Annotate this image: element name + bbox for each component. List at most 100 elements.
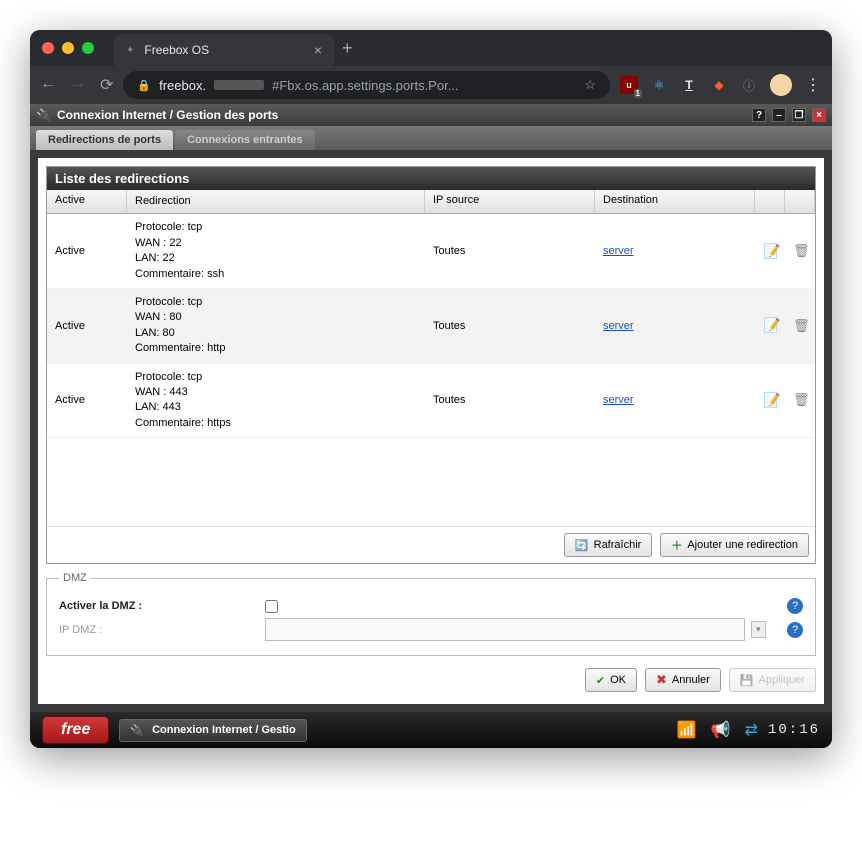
app-window-header: 🔌 Connexion Internet / Gestion des ports… [30, 104, 832, 126]
tab-incoming-connections[interactable]: Connexions entrantes [175, 130, 315, 150]
browser-toolbar: ← → ⟳ 🔒 freebox. #Fbx.os.app.settings.po… [30, 66, 832, 104]
info-icon[interactable]: ⓘ [740, 76, 758, 94]
cell-redirection: Protocole: tcpWAN : 443LAN: 443Commentai… [127, 364, 425, 438]
cell-active: Active [47, 388, 127, 412]
diamond-extension-icon[interactable]: ◆ [710, 76, 728, 94]
destination-link[interactable]: server [603, 320, 634, 332]
delete-icon[interactable]: 🗑 [793, 318, 810, 333]
window-titlebar: ✦ Freebox OS × + [30, 30, 832, 66]
wifi-icon[interactable]: 📶 [677, 720, 697, 740]
minimize-window-button[interactable] [62, 42, 74, 54]
cell-redirection: Protocole: tcpWAN : 80LAN: 80Commentaire… [127, 289, 425, 363]
usb-icon[interactable]: ⇄ [745, 720, 758, 740]
ublock-extension-icon[interactable]: u1 [620, 76, 638, 94]
add-label: Ajouter une redirection [687, 539, 798, 551]
tab-port-redirections[interactable]: Redirections de ports [36, 130, 173, 150]
delete-icon[interactable]: 🗑 [793, 392, 810, 407]
ublock-badge: 1 [634, 89, 642, 98]
browser-tab[interactable]: ✦ Freebox OS × [114, 34, 334, 66]
browser-menu-icon[interactable]: ⋮ [804, 76, 822, 94]
col-active[interactable]: Active [47, 190, 127, 213]
bookmark-star-icon[interactable]: ☆ [584, 77, 596, 93]
app-tabs: Redirections de ports Connexions entrant… [30, 126, 832, 150]
cancel-button[interactable]: ✖Annuler [645, 668, 721, 692]
url-path: #Fbx.os.app.settings.ports.Por... [272, 78, 458, 93]
lt-extension-on[interactable]: T [680, 76, 698, 94]
taskbar-app-label: Connexion Internet / Gestio [152, 724, 296, 736]
react-extension-icon[interactable]: ⚛ [650, 76, 668, 94]
table-row[interactable]: ActiveProtocole: tcpWAN : 22LAN: 22Comme… [47, 214, 815, 289]
panel-title: Liste des redirections [47, 167, 815, 190]
restore-button[interactable]: ❐ [792, 108, 806, 122]
plug-icon: 🔌 [36, 108, 51, 122]
cell-destination: server [595, 239, 755, 263]
edit-icon[interactable]: 📝 [763, 317, 780, 333]
dmz-ip-label: IP DMZ : [59, 624, 259, 636]
apply-button[interactable]: 💾Appliquer [729, 668, 816, 692]
edit-icon[interactable]: 📝 [763, 392, 780, 408]
dmz-ip-help-icon[interactable]: ? [787, 622, 803, 638]
cell-destination: server [595, 314, 755, 338]
cell-destination: server [595, 388, 755, 412]
cell-ipsource: Toutes [425, 314, 595, 338]
profile-avatar[interactable] [770, 74, 792, 96]
col-edit [755, 190, 785, 213]
dmz-fieldset: DMZ Activer la DMZ : ? IP DMZ : ▾ ? [46, 572, 816, 656]
clock: 10:16 [768, 722, 820, 738]
refresh-icon: 🔄 [575, 539, 589, 552]
dmz-enable-label: Activer la DMZ : [59, 600, 259, 612]
cancel-icon: ✖ [656, 672, 667, 688]
redirections-panel: Liste des redirections Active Redirectio… [46, 166, 816, 564]
col-ipsource[interactable]: IP source [425, 190, 595, 213]
dmz-legend: DMZ [59, 572, 91, 584]
cell-active: Active [47, 314, 127, 338]
traffic-lights [42, 42, 94, 54]
taskbar-app-item[interactable]: 🔌 Connexion Internet / Gestio [119, 719, 306, 742]
destination-link[interactable]: server [603, 245, 634, 257]
refresh-button[interactable]: 🔄Rafraîchir [564, 533, 652, 557]
col-destination[interactable]: Destination [595, 190, 755, 213]
tab-favicon: ✦ [126, 45, 134, 56]
dmz-ip-dropdown-icon[interactable]: ▾ [751, 621, 766, 638]
grid-body: ActiveProtocole: tcpWAN : 22LAN: 22Comme… [47, 214, 815, 526]
taskbar: free 🔌 Connexion Internet / Gestio 📶 📢 ⇄… [30, 712, 832, 748]
speaker-icon[interactable]: 📢 [711, 720, 731, 740]
edit-icon[interactable]: 📝 [763, 243, 780, 259]
maximize-window-button[interactable] [82, 42, 94, 54]
reload-button[interactable]: ⟳ [100, 75, 113, 95]
address-bar[interactable]: 🔒 freebox. #Fbx.os.app.settings.ports.Po… [123, 71, 610, 99]
minimize-button[interactable]: – [772, 108, 786, 122]
system-tray: 📶 📢 ⇄ [677, 720, 758, 740]
forward-button[interactable]: → [70, 75, 86, 95]
free-menu-button[interactable]: free [42, 716, 109, 744]
lock-icon: 🔒 [137, 79, 151, 92]
dialog-footer: ✔OK ✖Annuler 💾Appliquer [46, 664, 816, 696]
close-button[interactable]: × [812, 108, 826, 122]
back-button[interactable]: ← [40, 75, 56, 95]
table-row[interactable]: ActiveProtocole: tcpWAN : 80LAN: 80Comme… [47, 289, 815, 364]
check-icon: ✔ [596, 674, 605, 687]
cell-ipsource: Toutes [425, 388, 595, 412]
url-host: freebox. [159, 78, 206, 93]
cell-redirection: Protocole: tcpWAN : 22LAN: 22Commentaire… [127, 214, 425, 288]
close-window-button[interactable] [42, 42, 54, 54]
save-icon: 💾 [740, 674, 754, 687]
grid-header: Active Redirection IP source Destination [47, 190, 815, 214]
help-button[interactable]: ? [752, 108, 766, 122]
destination-link[interactable]: server [603, 394, 634, 406]
delete-icon[interactable]: 🗑 [793, 243, 810, 258]
cell-active: Active [47, 239, 127, 263]
cell-ipsource: Toutes [425, 239, 595, 263]
dmz-enable-checkbox[interactable] [265, 600, 278, 613]
col-delete [785, 190, 815, 213]
dmz-enable-help-icon[interactable]: ? [787, 598, 803, 614]
plug-icon: 🔌 [130, 724, 144, 737]
add-redirection-button[interactable]: ＋Ajouter une redirection [660, 533, 809, 557]
new-tab-button[interactable]: + [342, 38, 353, 59]
tab-close-icon[interactable]: × [314, 42, 322, 58]
col-redirection[interactable]: Redirection [127, 190, 425, 213]
tab-title: Freebox OS [144, 43, 209, 57]
table-row[interactable]: ActiveProtocole: tcpWAN : 443LAN: 443Com… [47, 364, 815, 439]
dmz-ip-input[interactable] [265, 618, 745, 641]
ok-button[interactable]: ✔OK [585, 668, 637, 692]
